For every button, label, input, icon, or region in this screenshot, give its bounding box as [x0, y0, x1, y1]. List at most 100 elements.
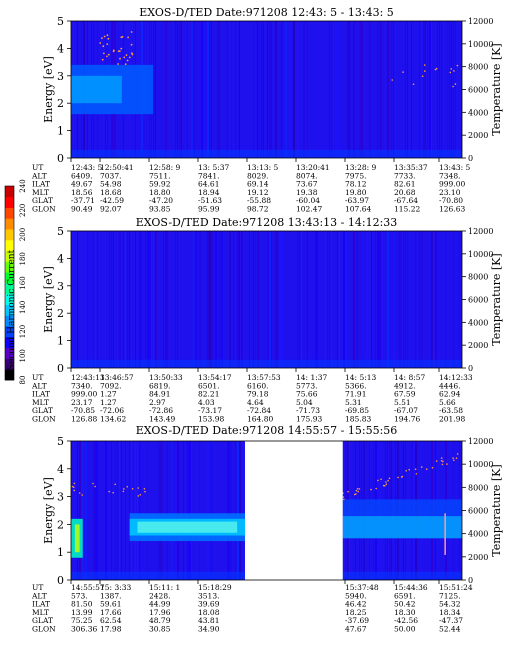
temperature-point — [122, 490, 125, 493]
temperature-point — [143, 488, 146, 490]
table-cell: 84.91 — [149, 390, 170, 399]
spectrogram-streak — [267, 21, 268, 158]
temperature-point — [420, 466, 423, 468]
y-tick-label: 4 — [57, 252, 64, 265]
temperature-point — [423, 64, 426, 66]
temperature-point — [123, 56, 126, 59]
spectrogram-streak — [131, 441, 132, 580]
spectrogram-streak — [439, 231, 440, 368]
spectrogram-streak — [85, 231, 87, 368]
spectrogram-panels: EXOS-D/TED Date:971208 12:43: 5 - 13:43:… — [31, 6, 503, 634]
spectrogram-streak — [349, 21, 350, 158]
colorbar-tick-label: 160 — [19, 276, 27, 289]
spectrogram-streak — [329, 231, 330, 368]
table-cell: 75.25 — [71, 616, 93, 625]
spectrogram-streak — [211, 231, 213, 368]
table-cell: 102.47 — [296, 205, 322, 214]
temperature-point — [102, 45, 105, 48]
colorbar-swatch — [5, 347, 14, 359]
spectrogram-streak — [337, 21, 339, 158]
table-cell: 13.99 — [71, 608, 93, 617]
spectrogram-streak — [239, 21, 240, 158]
temperature-point — [342, 496, 345, 498]
spectrogram-streak — [113, 231, 114, 368]
table-cell: 14:12:33 — [439, 373, 473, 382]
spectrogram-streak — [243, 441, 245, 580]
table-cell: 15:51:24 — [439, 583, 473, 592]
spectrogram-streak — [207, 441, 209, 580]
spectrogram-streak — [117, 441, 118, 580]
table-cell: 95.99 — [198, 205, 220, 214]
table-cell: -60.04 — [296, 196, 320, 205]
colorbar-swatch — [5, 358, 14, 370]
table-cell: 14:55:57 — [71, 583, 105, 592]
table-cell: 98.72 — [247, 205, 269, 214]
table-cell: -63.58 — [439, 406, 463, 415]
table-cell: 999.00 — [71, 390, 97, 399]
temperature-point — [440, 457, 443, 459]
spectrogram-streak — [361, 21, 363, 158]
table-cell: 7975. — [345, 171, 366, 180]
y2-tick-label: 2000 — [468, 131, 488, 140]
temperature-point — [405, 470, 408, 472]
spectrogram-streak — [329, 21, 330, 158]
spectrogram-streak — [157, 441, 158, 580]
table-cell: -37.71 — [71, 196, 95, 205]
spectrogram-streak — [125, 441, 126, 580]
spectrogram-streak — [235, 441, 236, 580]
y2-tick-label: 12000 — [468, 17, 493, 26]
spectrogram-streak — [449, 21, 450, 158]
spectrogram-streak — [105, 441, 107, 580]
colorbar-ticks: 80 100 120 140 160 180 200 220 240 — [19, 179, 27, 384]
spectrogram-streak — [109, 231, 110, 368]
spectrogram-streak — [297, 21, 298, 158]
spectrogram-streak — [137, 441, 138, 580]
spectrogram-streak — [327, 231, 328, 368]
temperature-point — [440, 460, 443, 462]
table-cell: 6591. — [394, 591, 415, 600]
spectrogram-band — [137, 521, 238, 533]
table-cell: 69.14 — [247, 180, 269, 189]
temperature-point — [103, 52, 105, 55]
temperature-point — [456, 453, 459, 455]
spectrogram-streak — [93, 231, 94, 368]
table-cell: 7348. — [439, 171, 460, 180]
temperature-point — [112, 50, 115, 53]
table-cell: -55.88 — [247, 196, 271, 205]
spectrogram-streak — [409, 21, 410, 158]
spectrogram-streak — [139, 231, 141, 368]
y-tick-label: 3 — [57, 280, 64, 293]
spectrogram-streak — [179, 21, 181, 158]
table-cell: -72.86 — [149, 406, 173, 415]
spectrogram-streak — [187, 21, 188, 158]
colorbar-swatch — [5, 261, 14, 273]
table-cell: 7037. — [100, 171, 121, 180]
y2-tick-label: 12000 — [468, 227, 493, 236]
temperature-point — [125, 54, 128, 56]
spectrogram-streak — [121, 441, 122, 580]
spectrogram-streak — [419, 231, 420, 368]
spectrogram-streak — [407, 21, 408, 158]
spectrogram-streak — [131, 231, 132, 368]
table-cell: 201.98 — [439, 415, 465, 424]
spectrogram-streak — [239, 231, 240, 368]
spectrogram-streak — [135, 441, 136, 580]
spectrogram-streak — [87, 231, 88, 368]
spectrogram-streak — [229, 231, 231, 368]
y-tick-label: 0 — [57, 362, 64, 375]
spectrogram-streak — [427, 21, 428, 158]
table-cell: 573. — [71, 591, 88, 600]
table-cell: 7841. — [198, 171, 219, 180]
temperature-point — [385, 483, 388, 486]
spectrogram-streak — [141, 231, 142, 368]
y-axis-label: Energy [eV] — [42, 477, 55, 544]
spectrogram-streak — [369, 21, 371, 158]
y-tick-label: 2 — [57, 518, 64, 531]
spectrogram-streak — [339, 231, 340, 368]
spectrogram-streak — [163, 231, 164, 368]
table-cell: 67.59 — [394, 390, 416, 399]
spectrogram-streak — [177, 231, 178, 368]
table-cell: 17.98 — [100, 625, 122, 634]
temperature-point — [415, 473, 418, 475]
